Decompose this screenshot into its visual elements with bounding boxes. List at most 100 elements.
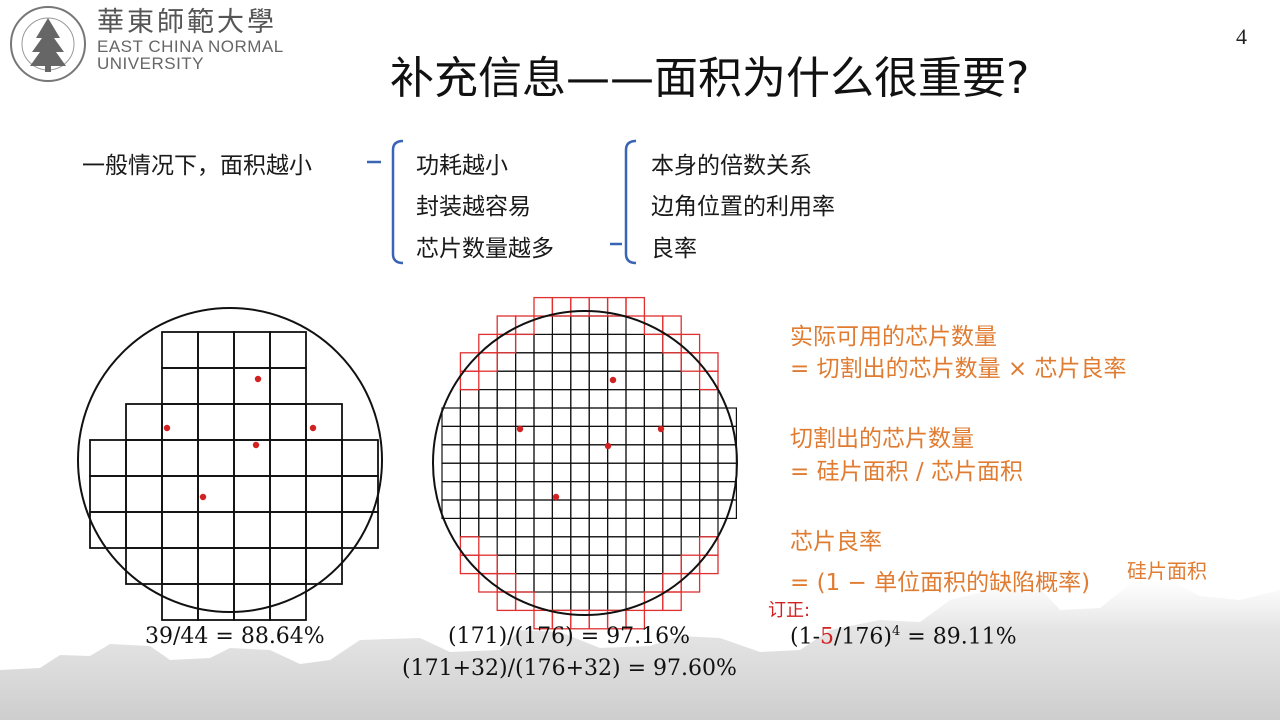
die: [533, 425, 553, 446]
die: [496, 444, 517, 464]
die: [269, 547, 307, 585]
edge-die: [533, 296, 554, 317]
die: [607, 388, 627, 409]
slide-title: 补充信息——面积为什么很重要?: [390, 53, 1030, 104]
die: [89, 475, 127, 513]
die: [607, 499, 627, 519]
die: [570, 499, 590, 519]
wafer2-yield-formula: (171)/(176) = 97.16%: [448, 624, 691, 649]
die: [514, 388, 535, 409]
die: [496, 536, 517, 556]
die: [662, 517, 682, 538]
die: [570, 554, 590, 575]
note-usable-title: 实际可用的芯片数量: [790, 324, 997, 350]
defect-dot: [254, 375, 262, 383]
die: [643, 536, 664, 556]
die: [514, 462, 535, 483]
die: [269, 367, 307, 405]
edge-die: [478, 572, 498, 593]
bracket-level1: [367, 139, 404, 265]
die: [680, 517, 701, 538]
die: [680, 407, 701, 427]
edge-die: [698, 554, 719, 575]
die: [699, 462, 719, 483]
die: [125, 403, 163, 441]
die: [533, 499, 553, 519]
die: [496, 370, 517, 391]
die: [717, 444, 737, 464]
die: [588, 444, 609, 464]
die: [459, 407, 480, 427]
die: [607, 554, 627, 575]
die: [441, 407, 461, 427]
die: [570, 573, 590, 593]
corr-suffix: = 89.11%: [900, 624, 1017, 650]
level2-item-2: 良率: [651, 236, 697, 262]
die: [662, 499, 682, 519]
die: [551, 370, 572, 391]
wafer2-yield-formula-edge: (171+32)/(176+32) = 97.60%: [402, 656, 737, 681]
die: [305, 475, 343, 513]
die: [269, 511, 307, 549]
die: [441, 481, 461, 501]
die: [588, 554, 609, 575]
die: [161, 547, 199, 585]
die: [643, 333, 664, 354]
die: [588, 499, 609, 519]
die: [625, 407, 645, 427]
die: [662, 352, 682, 372]
die: [588, 517, 609, 538]
die: [496, 352, 517, 372]
edge-die: [496, 333, 517, 354]
die: [514, 407, 535, 427]
logo-en-line1: EAST CHINA NORMAL: [97, 37, 284, 56]
die: [588, 425, 609, 446]
die: [233, 367, 271, 405]
die: [459, 444, 480, 464]
die: [496, 517, 517, 538]
die: [717, 462, 737, 483]
die: [496, 425, 517, 446]
die: [662, 536, 682, 556]
die: [643, 573, 664, 593]
die: [643, 554, 664, 575]
die: [441, 499, 461, 519]
defect-dot: [604, 442, 612, 450]
die: [588, 462, 609, 483]
defect-dot: [552, 493, 560, 501]
die: [551, 499, 572, 519]
die: [625, 481, 645, 501]
edge-die: [662, 591, 682, 612]
die: [625, 444, 645, 464]
die: [662, 388, 682, 409]
die: [662, 407, 682, 427]
edge-die: [625, 609, 646, 630]
die: [533, 481, 553, 501]
die: [570, 352, 590, 372]
die: [643, 517, 664, 538]
die: [551, 425, 572, 446]
logo-en-line2: UNIVERSITY: [97, 54, 205, 73]
die: [496, 554, 517, 575]
edge-die: [625, 296, 646, 317]
die: [161, 511, 199, 549]
die: [161, 439, 199, 477]
die: [625, 388, 645, 409]
die: [441, 462, 461, 483]
die: [161, 331, 199, 369]
defect-dot: [609, 376, 617, 384]
wafer-small-dies: [432, 296, 738, 630]
edge-die: [514, 591, 535, 612]
die: [643, 481, 664, 501]
die: [643, 352, 664, 372]
die: [625, 499, 645, 519]
die: [643, 388, 664, 409]
die: [233, 439, 271, 477]
die: [680, 444, 701, 464]
die: [514, 517, 535, 538]
note-yield-formula: = (1 − 单位面积的缺陷概率): [790, 570, 1091, 596]
die: [607, 333, 627, 354]
note-usable-formula: = 切割出的芯片数量 × 芯片良率: [790, 356, 1127, 382]
die: [551, 536, 572, 556]
corrected-yield-formula: (1-5/176)4 = 89.11%: [790, 624, 1017, 649]
